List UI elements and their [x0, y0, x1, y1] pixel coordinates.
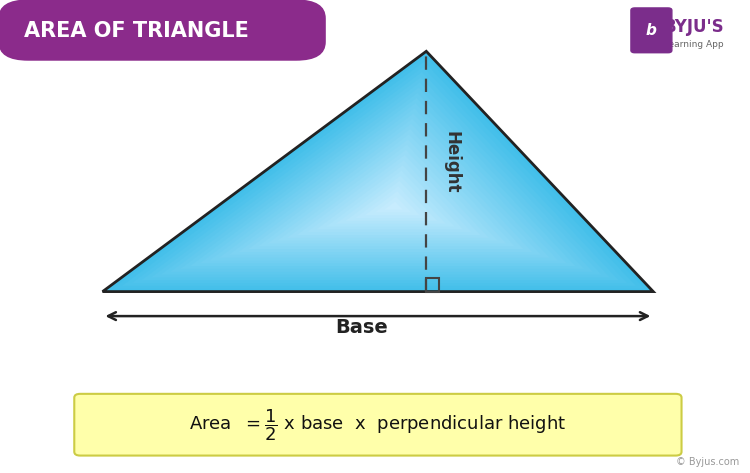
Polygon shape [268, 140, 506, 244]
Text: The Learning App: The Learning App [644, 41, 724, 50]
Polygon shape [229, 119, 541, 255]
Text: © Byjus.com: © Byjus.com [676, 457, 739, 467]
Polygon shape [180, 93, 584, 269]
Polygon shape [103, 51, 653, 291]
Polygon shape [297, 155, 481, 235]
Text: AREA OF TRIANGLE: AREA OF TRIANGLE [25, 21, 249, 41]
FancyBboxPatch shape [0, 0, 326, 61]
Text: Height: Height [442, 131, 460, 193]
Polygon shape [209, 108, 558, 261]
Polygon shape [384, 201, 403, 210]
Polygon shape [374, 196, 411, 212]
Polygon shape [103, 51, 653, 291]
Polygon shape [142, 72, 619, 280]
Polygon shape [112, 56, 644, 289]
Polygon shape [316, 166, 464, 229]
Polygon shape [170, 88, 592, 272]
Polygon shape [287, 150, 489, 238]
Polygon shape [336, 175, 446, 224]
Polygon shape [326, 170, 454, 227]
Text: b: b [646, 23, 657, 37]
Text: Area  $=\dfrac{1}{2}$ x base  x  perpendicular height: Area $=\dfrac{1}{2}$ x base x perpendicu… [189, 407, 566, 443]
Polygon shape [356, 186, 428, 218]
Polygon shape [238, 124, 532, 252]
Polygon shape [190, 98, 575, 266]
Polygon shape [122, 61, 636, 286]
Polygon shape [160, 82, 602, 275]
Polygon shape [278, 145, 498, 241]
Polygon shape [248, 129, 524, 249]
Polygon shape [132, 67, 627, 283]
Text: BYJU'S: BYJU'S [663, 18, 724, 36]
Text: Base: Base [335, 318, 388, 337]
FancyBboxPatch shape [74, 394, 682, 455]
Bar [426, 279, 439, 291]
Polygon shape [307, 160, 472, 232]
Polygon shape [152, 77, 610, 278]
FancyBboxPatch shape [631, 8, 672, 53]
Polygon shape [346, 181, 437, 221]
Polygon shape [365, 191, 420, 215]
Polygon shape [219, 114, 550, 258]
Polygon shape [258, 134, 515, 246]
Polygon shape [200, 103, 567, 263]
